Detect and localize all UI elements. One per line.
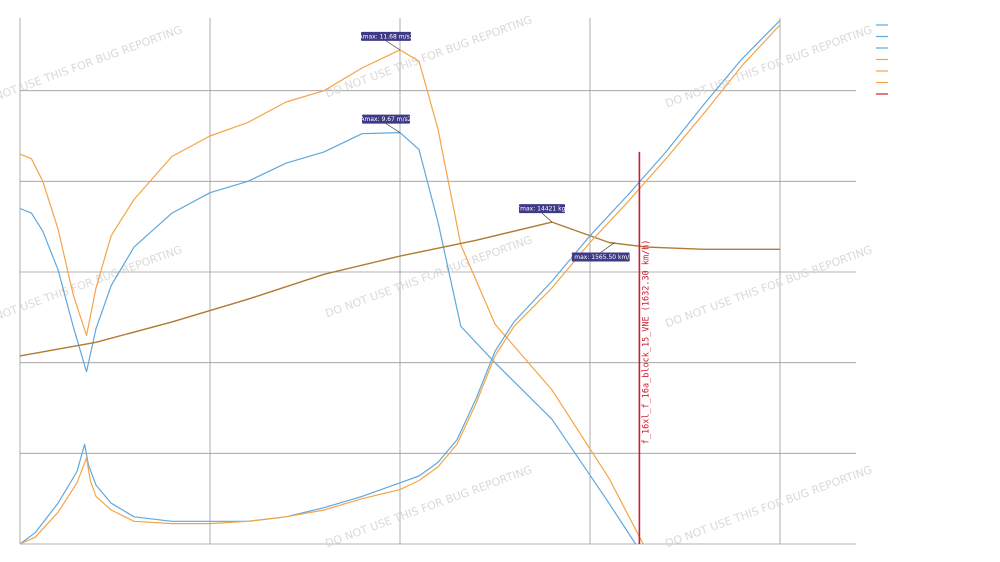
annotation-box <box>362 114 410 124</box>
watermark-text: DO NOT USE THIS FOR BUG REPORTING <box>664 243 874 330</box>
series-line-accel_blue <box>19 132 637 545</box>
annotation-box <box>519 204 565 214</box>
series-line-spd_blue <box>19 19 781 545</box>
watermark-text: DO NOT USE THIS FOR BUG REPORTING <box>324 463 534 550</box>
watermark-text: DO NOT USE THIS FOR BUG REPORTING <box>324 233 534 320</box>
annotation-pointer <box>385 123 401 133</box>
vne-marker-layer: f_16xl_f_16a_block_15_VNE (1632.30 km/h) <box>638 151 651 544</box>
annotation-pointer <box>385 40 401 51</box>
vne-marker-label: f_16xl_f_16a_block_15_VNE (1632.30 km/h) <box>641 240 651 445</box>
watermark-text: DO NOT USE THIS FOR BUG REPORTING <box>0 23 184 110</box>
annotation-label: Amax: 11.68 m/s2 <box>359 33 414 40</box>
annotation-pointer <box>541 212 553 223</box>
annotation-box <box>361 31 411 41</box>
watermark-text: DO NOT USE THIS FOR BUG REPORTING <box>324 13 534 100</box>
series-line-spd_orange <box>19 24 781 545</box>
annotation-box <box>571 252 630 262</box>
chart-grid <box>19 18 856 545</box>
series-line-thrust <box>19 221 780 357</box>
series-layer <box>19 19 781 545</box>
watermark-layer: DO NOT USE THIS FOR BUG REPORTING DO NOT … <box>0 13 874 550</box>
annotation-label: Tmax: 14421 kgf <box>515 206 568 213</box>
watermark-text: DO NOT USE THIS FOR BUG REPORTING <box>0 243 184 330</box>
annotation-label: Amax: 9.67 m/s2 <box>360 116 411 123</box>
watermark-text: DO NOT USE THIS FOR BUG REPORTING <box>664 463 874 550</box>
annotation-pointer <box>600 242 615 253</box>
annotation-label: V max: 1565.50 km/h <box>568 254 633 261</box>
annotation-layer: Amax: 11.68 m/s2 Amax: 9.67 m/s2 Tmax: 144… <box>359 31 633 262</box>
legend <box>876 24 888 95</box>
series-line-accel_orange <box>19 49 644 545</box>
